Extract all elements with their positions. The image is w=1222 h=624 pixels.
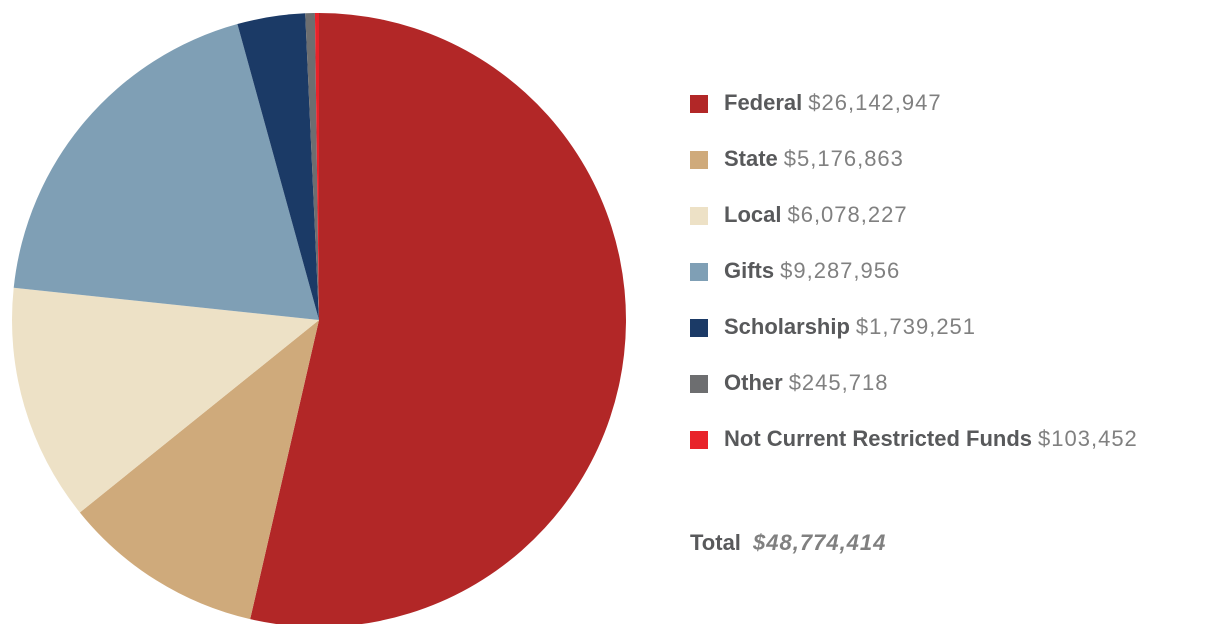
pie-slice (237, 13, 319, 320)
total-value: $48,774,414 (752, 530, 886, 555)
legend-swatch (690, 95, 708, 113)
legend-name: Scholarship (724, 314, 850, 339)
legend-value: $245,718 (789, 370, 889, 395)
legend-value: $9,287,956 (780, 258, 900, 283)
legend-entry: Scholarship $1,739,251 (724, 314, 976, 339)
legend-name: Other (724, 370, 783, 395)
legend-name: State (724, 146, 778, 171)
legend-entry: Local $6,078,227 (724, 202, 908, 227)
legend-name: Federal (724, 90, 802, 115)
legend-swatch (690, 375, 708, 393)
pie-slice (12, 287, 320, 513)
pie-slice (314, 13, 319, 320)
pie-slice (305, 13, 319, 321)
legend-swatch (690, 431, 708, 449)
legend-entry: Not Current Restricted Funds $103,452 (724, 426, 1138, 451)
legend-value: $6,078,227 (787, 202, 907, 227)
legend-value: $103,452 (1038, 426, 1138, 451)
legend-swatch (690, 207, 708, 225)
legend-name: Not Current Restricted Funds (724, 426, 1032, 451)
legend-swatch (690, 151, 708, 169)
legend-swatch (690, 319, 708, 337)
pie-slice (13, 24, 320, 320)
pie-slice (250, 13, 626, 624)
legend-name: Local (724, 202, 781, 227)
total-title: Total (690, 530, 741, 555)
legend-entry: Other $245,718 (724, 370, 888, 395)
legend-value: $1,739,251 (856, 314, 976, 339)
legend-entry: Gifts $9,287,956 (724, 258, 900, 283)
legend-entry: State $5,176,863 (724, 146, 904, 171)
total: Total $48,774,414 (690, 530, 886, 555)
legend-value: $5,176,863 (784, 146, 904, 171)
pie-slice (79, 320, 320, 620)
legend-swatch (690, 263, 708, 281)
legend-value: $26,142,947 (808, 90, 941, 115)
legend-entry: Federal $26,142,947 (724, 90, 942, 115)
legend-name: Gifts (724, 258, 774, 283)
